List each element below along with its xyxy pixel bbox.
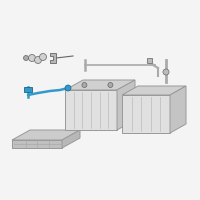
Polygon shape (122, 86, 186, 95)
Circle shape (40, 53, 46, 60)
Polygon shape (65, 80, 135, 90)
Circle shape (108, 82, 113, 88)
Polygon shape (12, 140, 62, 148)
Bar (24, 87, 32, 92)
Circle shape (163, 69, 169, 75)
Polygon shape (12, 130, 80, 140)
Polygon shape (122, 95, 170, 133)
Bar (147, 58, 152, 63)
Polygon shape (50, 53, 56, 63)
Circle shape (29, 54, 36, 62)
Polygon shape (62, 130, 80, 148)
Circle shape (35, 56, 42, 64)
Circle shape (65, 85, 71, 91)
Circle shape (24, 55, 29, 60)
Polygon shape (65, 90, 117, 130)
Polygon shape (170, 86, 186, 133)
Circle shape (82, 82, 87, 88)
Polygon shape (117, 80, 135, 130)
